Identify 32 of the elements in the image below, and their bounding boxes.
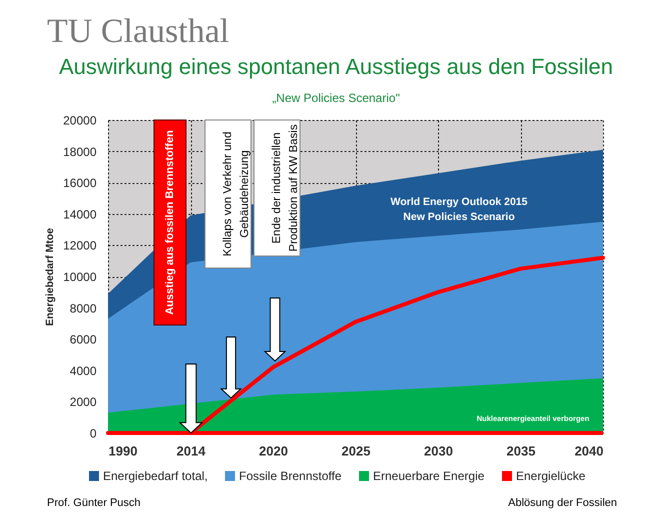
y-tick-label: 18000 — [63, 144, 97, 159]
legend-label: Energiebedarf total, — [103, 469, 208, 483]
annotation: World Energy Outlook 2015 New Policies Scenario — [390, 196, 528, 223]
text: TU Clausthal — [47, 13, 230, 50]
y-tick-label: 6000 — [70, 332, 97, 347]
text: Ablösung der Fossilen — [508, 497, 617, 509]
x-tick-label: 2040 — [574, 444, 604, 458]
x-tick-label: 2025 — [342, 444, 370, 458]
legend-label: Fossile Brennstoffe — [239, 469, 342, 483]
chart-subtitle: „New Policies Scenario" — [272, 91, 400, 105]
x-tick-label: 2035 — [506, 444, 536, 458]
y-tick-label: 12000 — [63, 238, 97, 253]
annotation: Ende der industriellen Produktion auf KW Basis — [271, 124, 300, 252]
y-axis-title: Energiebedarf Mtoe — [44, 228, 56, 326]
x-tick-label: 2020 — [259, 444, 288, 458]
y-tick-label: 0 — [90, 426, 97, 440]
annotation: Kollaps von Verkehr und Gebäudeheizung — [222, 132, 251, 256]
legend-label: Energielücke — [516, 469, 586, 483]
annotation: Ausstieg aus fossilen Brennstoffen — [164, 130, 176, 315]
text: Prof. Günter Pusch — [47, 497, 141, 509]
y-tick-label: 16000 — [63, 176, 97, 190]
y-tick-label: 14000 — [63, 207, 97, 222]
y-tick-label: 8000 — [70, 301, 97, 316]
chart-title: Auswirkung eines spontanen Ausstiegs aus den Fossilen — [58, 54, 614, 79]
x-tick-label: 2014 — [176, 444, 206, 458]
x-tick-label: 2030 — [424, 444, 453, 458]
x-tick-label: 1990 — [108, 444, 138, 458]
y-tick-label: 4000 — [70, 364, 97, 378]
legend-label: Erneuerbare Energie — [373, 469, 485, 483]
y-tick-label: 2000 — [70, 395, 97, 410]
y-tick-label: 10000 — [63, 270, 97, 284]
y-tick-label: 20000 — [63, 114, 97, 128]
